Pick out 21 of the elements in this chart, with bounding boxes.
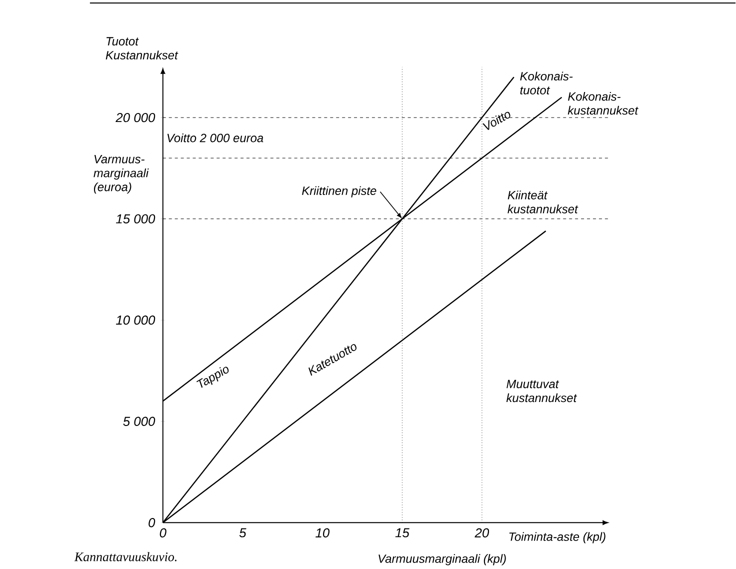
annotation: Voitto 2 000 euroa (167, 134, 264, 142)
x-tick-label: 5 (239, 528, 246, 538)
y-tick-label: 5 000 (123, 416, 156, 426)
x-tick-label: 20 (474, 528, 490, 538)
x-tick-label: 15 (395, 528, 410, 538)
series-label: Kokonais- kustannukset (568, 92, 638, 115)
x-tick-label: 0 (160, 528, 166, 538)
y-tick-label: 20 000 (116, 113, 156, 122)
y-axis-title: Tuotot Kustannukset (106, 37, 178, 60)
y-tick-label: 0 (148, 518, 156, 528)
y-tick-label: 15 000 (116, 214, 156, 224)
annotation: Voitto (482, 112, 510, 130)
text: Kannattavuuskuvio. (74, 552, 176, 562)
x-tick-label: 10 (316, 528, 330, 538)
text: Varmuusmarginaali (kpl) (378, 554, 506, 566)
text: Varmuus- marginaali (euroa) (94, 155, 149, 194)
annotation: Kriittinen piste (302, 186, 376, 198)
x-axis-title: Toiminta-aste (kpl) (509, 532, 606, 544)
y-tick-label: 10 000 (116, 316, 156, 325)
annotation: Kiinteät kustannukset (508, 190, 578, 214)
annotation: Muuttuvat kustannukset (506, 380, 578, 402)
